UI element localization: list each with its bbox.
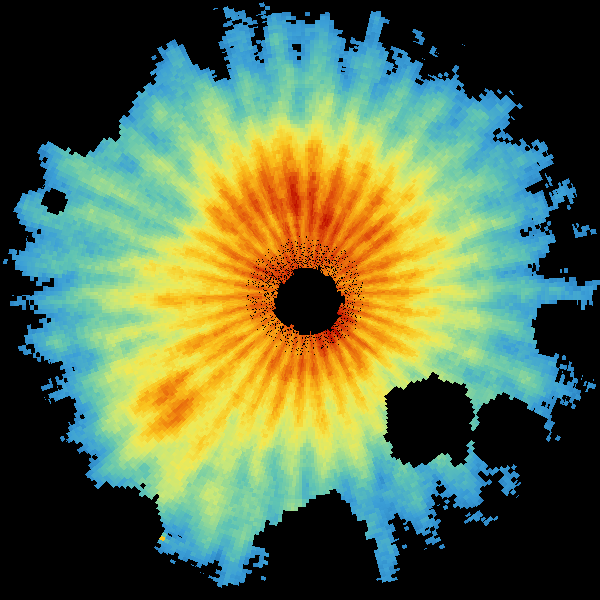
radar-reflectivity-plot: [0, 0, 600, 600]
radar-ppi-viewer: Radar PPI Reflectivity Field dBZ below t…: [0, 0, 600, 600]
